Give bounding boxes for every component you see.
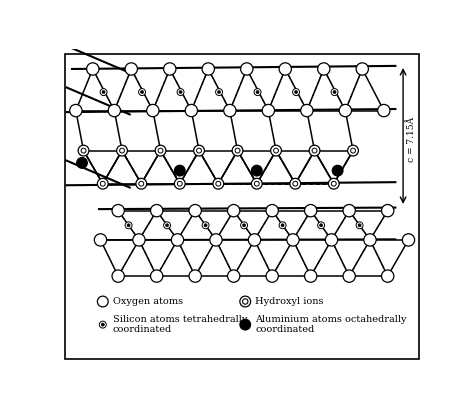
Circle shape bbox=[290, 178, 301, 189]
Circle shape bbox=[254, 89, 261, 95]
Circle shape bbox=[138, 89, 146, 95]
Circle shape bbox=[87, 63, 99, 75]
Circle shape bbox=[279, 63, 292, 75]
Circle shape bbox=[127, 224, 130, 227]
Circle shape bbox=[140, 91, 144, 94]
Circle shape bbox=[77, 157, 87, 169]
Circle shape bbox=[218, 91, 220, 94]
Circle shape bbox=[266, 270, 278, 282]
Circle shape bbox=[155, 145, 166, 156]
Circle shape bbox=[402, 234, 415, 246]
Circle shape bbox=[94, 234, 107, 246]
Circle shape bbox=[382, 270, 394, 282]
Circle shape bbox=[210, 234, 222, 246]
Circle shape bbox=[177, 89, 184, 95]
Circle shape bbox=[304, 270, 317, 282]
Circle shape bbox=[151, 204, 163, 217]
Circle shape bbox=[271, 145, 282, 156]
Circle shape bbox=[318, 222, 325, 229]
Circle shape bbox=[133, 234, 145, 246]
Circle shape bbox=[333, 91, 336, 94]
Circle shape bbox=[97, 296, 108, 307]
Circle shape bbox=[125, 222, 132, 229]
Circle shape bbox=[112, 204, 124, 217]
Circle shape bbox=[356, 63, 368, 75]
Circle shape bbox=[101, 323, 104, 326]
Circle shape bbox=[165, 224, 169, 227]
Circle shape bbox=[100, 321, 106, 328]
Circle shape bbox=[151, 270, 163, 282]
Circle shape bbox=[343, 204, 356, 217]
Circle shape bbox=[232, 145, 243, 156]
Circle shape bbox=[202, 63, 214, 75]
Circle shape bbox=[125, 63, 137, 75]
Circle shape bbox=[171, 234, 183, 246]
Circle shape bbox=[224, 104, 236, 117]
Circle shape bbox=[240, 319, 251, 330]
Circle shape bbox=[112, 270, 124, 282]
Text: c = 7.15Å: c = 7.15Å bbox=[407, 117, 416, 162]
Circle shape bbox=[228, 270, 240, 282]
Circle shape bbox=[194, 145, 204, 156]
Circle shape bbox=[100, 89, 107, 95]
Circle shape bbox=[281, 224, 284, 227]
Circle shape bbox=[241, 63, 253, 75]
Circle shape bbox=[356, 222, 363, 229]
Circle shape bbox=[78, 145, 89, 156]
Circle shape bbox=[266, 204, 278, 217]
Circle shape bbox=[228, 204, 240, 217]
Circle shape bbox=[251, 178, 262, 189]
Circle shape bbox=[292, 89, 300, 95]
Circle shape bbox=[216, 89, 222, 95]
Circle shape bbox=[339, 104, 352, 117]
Circle shape bbox=[204, 224, 207, 227]
Circle shape bbox=[287, 234, 299, 246]
Circle shape bbox=[185, 104, 198, 117]
Circle shape bbox=[164, 63, 176, 75]
Circle shape bbox=[117, 145, 128, 156]
Circle shape bbox=[243, 224, 246, 227]
Circle shape bbox=[318, 63, 330, 75]
Circle shape bbox=[358, 224, 361, 227]
Circle shape bbox=[279, 222, 286, 229]
Circle shape bbox=[301, 104, 313, 117]
Circle shape bbox=[174, 165, 185, 176]
Text: Oxygen atoms: Oxygen atoms bbox=[113, 297, 183, 306]
Circle shape bbox=[325, 234, 337, 246]
Circle shape bbox=[70, 104, 82, 117]
Circle shape bbox=[179, 91, 182, 94]
Circle shape bbox=[240, 296, 251, 307]
Circle shape bbox=[164, 222, 171, 229]
Circle shape bbox=[248, 234, 261, 246]
Circle shape bbox=[332, 165, 343, 176]
Circle shape bbox=[241, 222, 247, 229]
Circle shape bbox=[343, 270, 356, 282]
Circle shape bbox=[251, 165, 262, 176]
Circle shape bbox=[319, 224, 323, 227]
Circle shape bbox=[256, 91, 259, 94]
Circle shape bbox=[378, 104, 390, 117]
Text: Silicon atoms tetrahedrally
coordinated: Silicon atoms tetrahedrally coordinated bbox=[113, 315, 247, 334]
Circle shape bbox=[347, 145, 358, 156]
Circle shape bbox=[213, 178, 224, 189]
Circle shape bbox=[382, 204, 394, 217]
Circle shape bbox=[202, 222, 209, 229]
Circle shape bbox=[102, 91, 105, 94]
Text: Hydroxyl ions: Hydroxyl ions bbox=[255, 297, 324, 306]
Circle shape bbox=[97, 178, 108, 189]
Circle shape bbox=[189, 270, 201, 282]
Circle shape bbox=[174, 178, 185, 189]
Circle shape bbox=[364, 234, 376, 246]
Circle shape bbox=[136, 178, 146, 189]
Circle shape bbox=[309, 145, 320, 156]
Circle shape bbox=[189, 204, 201, 217]
Circle shape bbox=[262, 104, 274, 117]
Circle shape bbox=[294, 91, 298, 94]
Circle shape bbox=[328, 178, 339, 189]
Circle shape bbox=[304, 204, 317, 217]
Circle shape bbox=[108, 104, 120, 117]
Circle shape bbox=[146, 104, 159, 117]
Text: Aluminium atoms octahedrally
coordinated: Aluminium atoms octahedrally coordinated bbox=[255, 315, 407, 334]
Circle shape bbox=[331, 89, 338, 95]
